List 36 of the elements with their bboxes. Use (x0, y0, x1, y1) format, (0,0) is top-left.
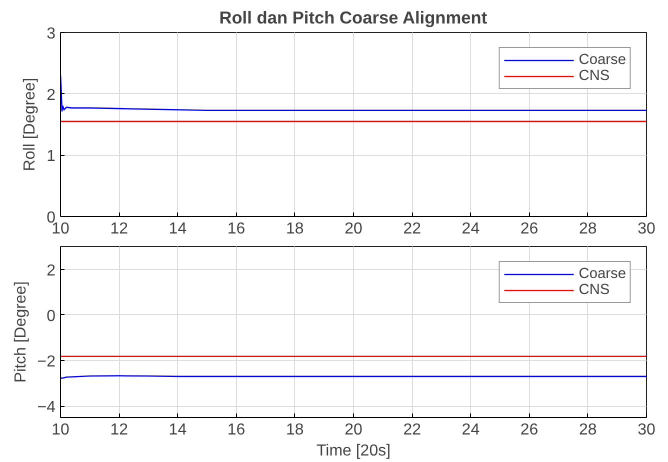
y-tick-label: 2 (46, 86, 56, 104)
y-tick-label: −4 (37, 399, 56, 416)
x-tick-label: 14 (168, 220, 187, 238)
x-tick-label: 22 (403, 220, 422, 238)
x-tick-label: 20 (344, 220, 362, 238)
x-tick-label: 20 (344, 422, 362, 438)
legend-label: CNS (578, 68, 610, 84)
x-tick-label: 10 (52, 422, 70, 438)
x-tick-label: 12 (110, 220, 128, 238)
y-tick-label: 1 (46, 148, 56, 166)
x-tick-label: 26 (520, 422, 538, 438)
x-tick-label: 24 (462, 422, 480, 438)
x-tick-label: 24 (462, 220, 480, 238)
x-axis-title: Time [20s] (316, 442, 391, 460)
x-tick-label: 28 (579, 220, 597, 238)
x-tick-label: 14 (168, 422, 187, 438)
x-tick-label: 22 (403, 422, 422, 438)
x-tick-label: 18 (286, 220, 304, 238)
legend-label: Coarse (578, 52, 626, 68)
chart-title: Roll dan Pitch Coarse Alignment (219, 8, 488, 28)
x-tick-label: 30 (638, 220, 656, 238)
x-tick-label: 28 (579, 422, 597, 438)
y-tick-label: −2 (37, 354, 56, 370)
x-tick-label: 30 (638, 422, 656, 438)
y-tick-label: 3 (46, 26, 56, 42)
y-axis-title: Pitch [Degree] (12, 281, 30, 383)
legend-label: Coarse (578, 266, 626, 282)
x-tick-label: 16 (227, 220, 246, 238)
x-tick-label: 12 (110, 422, 128, 438)
legend-label: CNS (578, 282, 610, 298)
y-tick-label: 0 (46, 308, 56, 325)
x-tick-label: 18 (286, 422, 304, 438)
y-tick-label: 2 (46, 262, 56, 280)
y-axis-title: Roll [Degree] (22, 78, 39, 172)
x-tick-label: 16 (227, 422, 246, 438)
x-tick-label: 26 (520, 220, 538, 238)
